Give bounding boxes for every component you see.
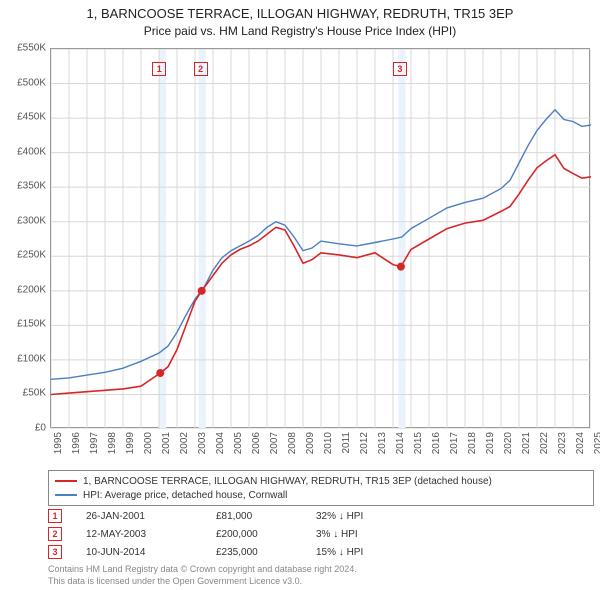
x-tick-label: 2017 <box>449 432 460 454</box>
x-tick-label: 2004 <box>215 432 226 454</box>
legend-row: 1, BARNCOOSE TERRACE, ILLOGAN HIGHWAY, R… <box>55 474 587 488</box>
x-tick-label: 2015 <box>413 432 424 454</box>
event-diff: 15% ↓ HPI <box>316 547 436 558</box>
event-price: £81,000 <box>216 511 316 522</box>
x-tick-label: 1999 <box>125 432 136 454</box>
legend-row: HPI: Average price, detached house, Corn… <box>55 488 587 502</box>
x-tick-label: 2000 <box>143 432 154 454</box>
event-date: 26-JAN-2001 <box>86 511 216 522</box>
event-marker-3: 3 <box>48 545 62 559</box>
x-tick-label: 2010 <box>323 432 334 454</box>
x-tick-label: 2024 <box>575 432 586 454</box>
event-date: 12-MAY-2003 <box>86 529 216 540</box>
legend-swatch <box>55 480 77 482</box>
event-marker-1: 1 <box>48 509 62 523</box>
x-tick-label: 2013 <box>377 432 388 454</box>
x-tick-label: 2020 <box>503 432 514 454</box>
event-price: £235,000 <box>216 547 316 558</box>
x-tick-label: 2014 <box>395 432 406 454</box>
event-date: 10-JUN-2014 <box>86 547 216 558</box>
events-table: 1 26-JAN-2001£81,00032% ↓ HPI 2 12-MAY-2003… <box>48 508 594 562</box>
x-tick-label: 2001 <box>161 432 172 454</box>
event-marker-2: 2 <box>48 527 62 541</box>
footer-license: This data is licensed under the Open Gov… <box>48 576 302 586</box>
x-tick-label: 2003 <box>197 432 208 454</box>
event-row: 3 10-JUN-2014£235,00015% ↓ HPI <box>48 544 594 560</box>
x-tick-label: 2016 <box>431 432 442 454</box>
x-tick-label: 2021 <box>521 432 532 454</box>
x-tick-label: 2022 <box>539 432 550 454</box>
x-tick-label: 1997 <box>89 432 100 454</box>
chart-marker-1: 1 <box>152 62 166 76</box>
y-tick-label: £300K <box>0 215 46 226</box>
y-tick-label: £500K <box>0 77 46 88</box>
y-tick-label: £200K <box>0 284 46 295</box>
x-tick-label: 2018 <box>467 432 478 454</box>
chart-subtitle: Price paid vs. HM Land Registry's House … <box>0 24 600 38</box>
x-tick-label: 2007 <box>269 432 280 454</box>
price-chart-container: 1, BARNCOOSE TERRACE, ILLOGAN HIGHWAY, R… <box>0 0 600 590</box>
y-tick-label: £0 <box>0 423 46 434</box>
x-tick-label: 2009 <box>305 432 316 454</box>
x-tick-label: 2011 <box>341 432 352 454</box>
x-tick-label: 1998 <box>107 432 118 454</box>
x-tick-label: 2012 <box>359 432 370 454</box>
x-tick-label: 2019 <box>485 432 496 454</box>
x-tick-label: 1995 <box>53 432 64 454</box>
legend: 1, BARNCOOSE TERRACE, ILLOGAN HIGHWAY, R… <box>48 470 594 506</box>
chart-marker-2: 2 <box>194 62 208 76</box>
y-tick-label: £350K <box>0 181 46 192</box>
x-tick-label: 2006 <box>251 432 262 454</box>
x-tick-label: 1996 <box>71 432 82 454</box>
plot-area <box>50 48 590 428</box>
x-tick-label: 2008 <box>287 432 298 454</box>
chart-title: 1, BARNCOOSE TERRACE, ILLOGAN HIGHWAY, R… <box>0 6 600 21</box>
event-row: 1 26-JAN-2001£81,00032% ↓ HPI <box>48 508 594 524</box>
footer-copyright: Contains HM Land Registry data © Crown c… <box>48 564 357 574</box>
y-tick-label: £50K <box>0 388 46 399</box>
chart-svg <box>51 49 591 429</box>
x-tick-label: 2023 <box>557 432 568 454</box>
event-diff: 3% ↓ HPI <box>316 529 436 540</box>
y-tick-label: £100K <box>0 353 46 364</box>
y-tick-label: £250K <box>0 250 46 261</box>
y-tick-label: £450K <box>0 112 46 123</box>
event-diff: 32% ↓ HPI <box>316 511 436 522</box>
chart-marker-3: 3 <box>393 62 407 76</box>
event-price: £200,000 <box>216 529 316 540</box>
y-tick-label: £150K <box>0 319 46 330</box>
y-tick-label: £400K <box>0 146 46 157</box>
x-tick-label: 2002 <box>179 432 190 454</box>
legend-label: HPI: Average price, detached house, Corn… <box>83 490 287 501</box>
legend-label: 1, BARNCOOSE TERRACE, ILLOGAN HIGHWAY, R… <box>83 476 492 487</box>
legend-swatch <box>55 494 77 496</box>
x-tick-label: 2005 <box>233 432 244 454</box>
y-tick-label: £550K <box>0 43 46 54</box>
event-row: 2 12-MAY-2003£200,0003% ↓ HPI <box>48 526 594 542</box>
x-tick-label: 2025 <box>593 432 600 454</box>
